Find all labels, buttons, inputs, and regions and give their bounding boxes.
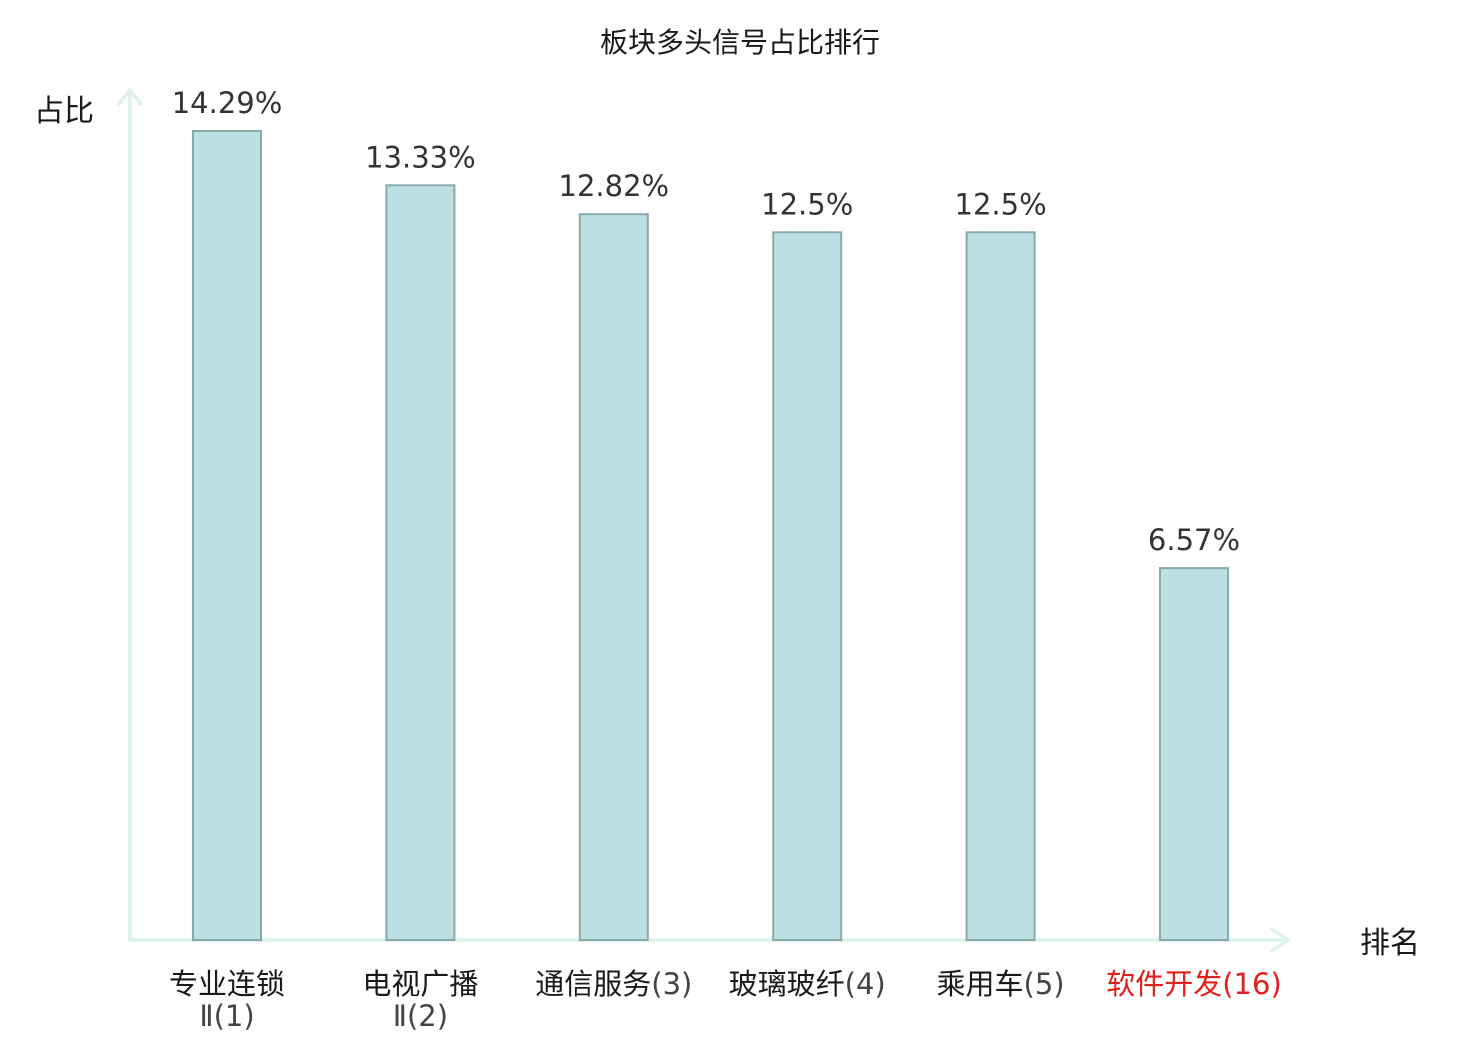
value-labels: 14.29% 13.33% 12.82% 12.5% 12.5% 6.57% xyxy=(172,86,1240,557)
y-axis-label: 占比 xyxy=(34,94,94,129)
x-axis-label: 排名 xyxy=(1360,926,1420,961)
y-axis-arrow xyxy=(117,88,143,106)
category-labels: 专业连锁 Ⅱ(1) 电视广播 Ⅱ(2) 通信服务(3) 玻璃玻纤(4) 乘用车(5) 软件开发… xyxy=(169,967,1282,1033)
value-label: 13.33% xyxy=(365,140,476,174)
bar xyxy=(578,213,649,941)
category-name: 通信服务 xyxy=(535,967,651,1001)
category-rank: Ⅱ(1) xyxy=(199,999,254,1033)
category-label: 电视广播 Ⅱ(2) xyxy=(362,967,478,1033)
category-name: 玻璃玻纤 xyxy=(729,967,845,1001)
axes xyxy=(117,88,1290,953)
category-label: 通信服务(3) xyxy=(535,967,692,1001)
bar xyxy=(965,231,1036,942)
value-label: 12.5% xyxy=(955,187,1047,221)
category-label: 乘用车(5) xyxy=(937,967,1065,1001)
category-rank: (16) xyxy=(1222,967,1282,1001)
bar xyxy=(1159,567,1229,941)
category-name: 专业连锁 xyxy=(169,967,285,1001)
category-rank: (4) xyxy=(845,967,886,1001)
bar xyxy=(385,184,456,942)
category-name: 电视广播 xyxy=(362,967,478,1001)
category-name: 软件开发 xyxy=(1106,967,1222,1001)
value-label: 6.57% xyxy=(1148,523,1240,557)
category-label: 玻璃玻纤(4) xyxy=(729,967,886,1001)
chart-title: 板块多头信号占比排行 xyxy=(600,26,880,59)
value-label: 12.82% xyxy=(559,169,670,203)
category-label: 专业连锁 Ⅱ(1) xyxy=(169,967,285,1033)
category-label: 软件开发(16) xyxy=(1106,967,1282,1001)
bar xyxy=(772,231,843,942)
category-name: 乘用车 xyxy=(937,967,1024,1001)
category-rank: (5) xyxy=(1024,967,1065,1001)
x-axis-arrow xyxy=(1270,927,1290,953)
category-rank: (3) xyxy=(651,967,692,1001)
value-label: 12.5% xyxy=(761,187,853,221)
bar xyxy=(192,130,262,941)
bars xyxy=(192,130,1229,942)
category-rank: Ⅱ(2) xyxy=(393,999,448,1033)
value-label: 14.29% xyxy=(172,86,283,120)
